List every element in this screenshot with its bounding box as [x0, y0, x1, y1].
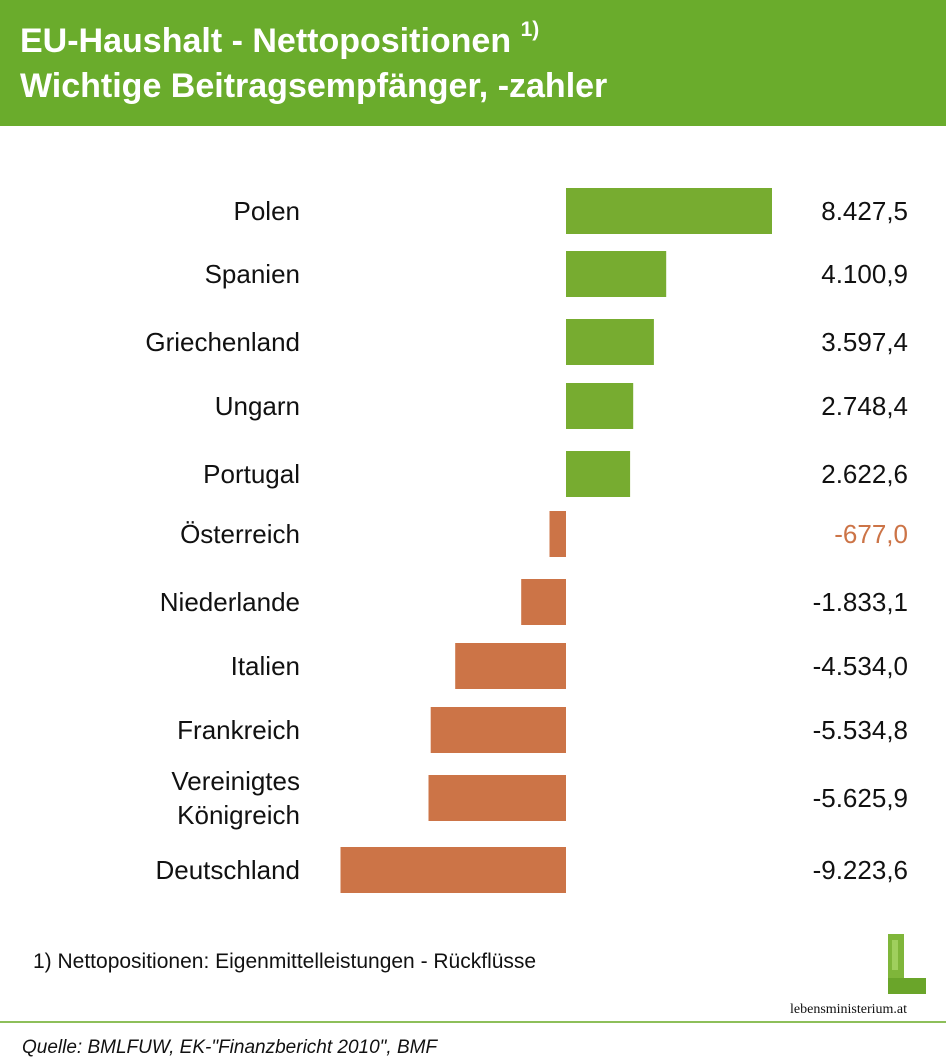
bar-vereinigtes-königreich [428, 775, 566, 821]
category-label: Polen [234, 196, 301, 226]
category-label: Österreich [180, 519, 300, 549]
value-label: 4.100,9 [821, 259, 908, 289]
value-label: 2.748,4 [821, 391, 908, 421]
value-label: 8.427,5 [821, 196, 908, 226]
bar-polen [566, 188, 772, 234]
footnote: 1) Nettopositionen: Eigenmittelleistunge… [33, 950, 537, 973]
bar-portugal [566, 451, 631, 497]
category-label: Ungarn [215, 391, 300, 421]
net-positions-bar-chart: Polen 8.427,5 Spanien 4.100,9 Griechenland 3.… [145, 188, 908, 893]
title-banner: EU-Haushalt - Nettopositionen 1) Wichtig… [0, 0, 946, 126]
value-label: -5.534,8 [813, 715, 908, 745]
bar-griechenland [566, 319, 654, 365]
category-label: Griechenland [145, 327, 300, 357]
category-label: Vereinigtes Königreich [171, 766, 300, 830]
chart-title-line-2: Wichtige Beitragsempfänger, -zahler [20, 67, 608, 105]
bar-frankreich [430, 707, 566, 753]
bar-niederlande [521, 579, 566, 625]
value-label: -1.833,1 [813, 587, 908, 617]
category-label: Italien [231, 651, 300, 681]
title-footnote-marker: 1) [520, 18, 540, 41]
value-label: -677,0 [834, 519, 908, 549]
bar-spanien [566, 251, 667, 297]
value-label: -5.625,9 [813, 783, 908, 813]
bar-österreich [549, 511, 566, 557]
value-label: -4.534,0 [813, 651, 908, 681]
value-label: 3.597,4 [821, 327, 908, 357]
source-note: Quelle: BMLFUW, EK-"Finanzbericht 2010",… [22, 1037, 438, 1058]
logo-text: lebensministerium.at [790, 1002, 908, 1017]
chart-title-line-1: EU-Haushalt - Nettopositionen 1) [20, 18, 539, 61]
category-label: Portugal [203, 459, 300, 489]
category-label: Niederlande [160, 587, 300, 617]
value-label: 2.622,6 [821, 459, 908, 489]
category-label: Spanien [205, 259, 300, 289]
bar-ungarn [566, 383, 634, 429]
value-label: -9.223,6 [813, 855, 908, 885]
chart-title-text: EU-Haushalt - Nettopositionen [20, 22, 512, 60]
bar-italien [455, 643, 566, 689]
bar-deutschland [340, 847, 566, 893]
leaf-l-logo-icon [888, 934, 926, 994]
category-label: Frankreich [177, 715, 300, 745]
category-label: Deutschland [155, 855, 300, 885]
footer-divider [0, 1021, 946, 1023]
